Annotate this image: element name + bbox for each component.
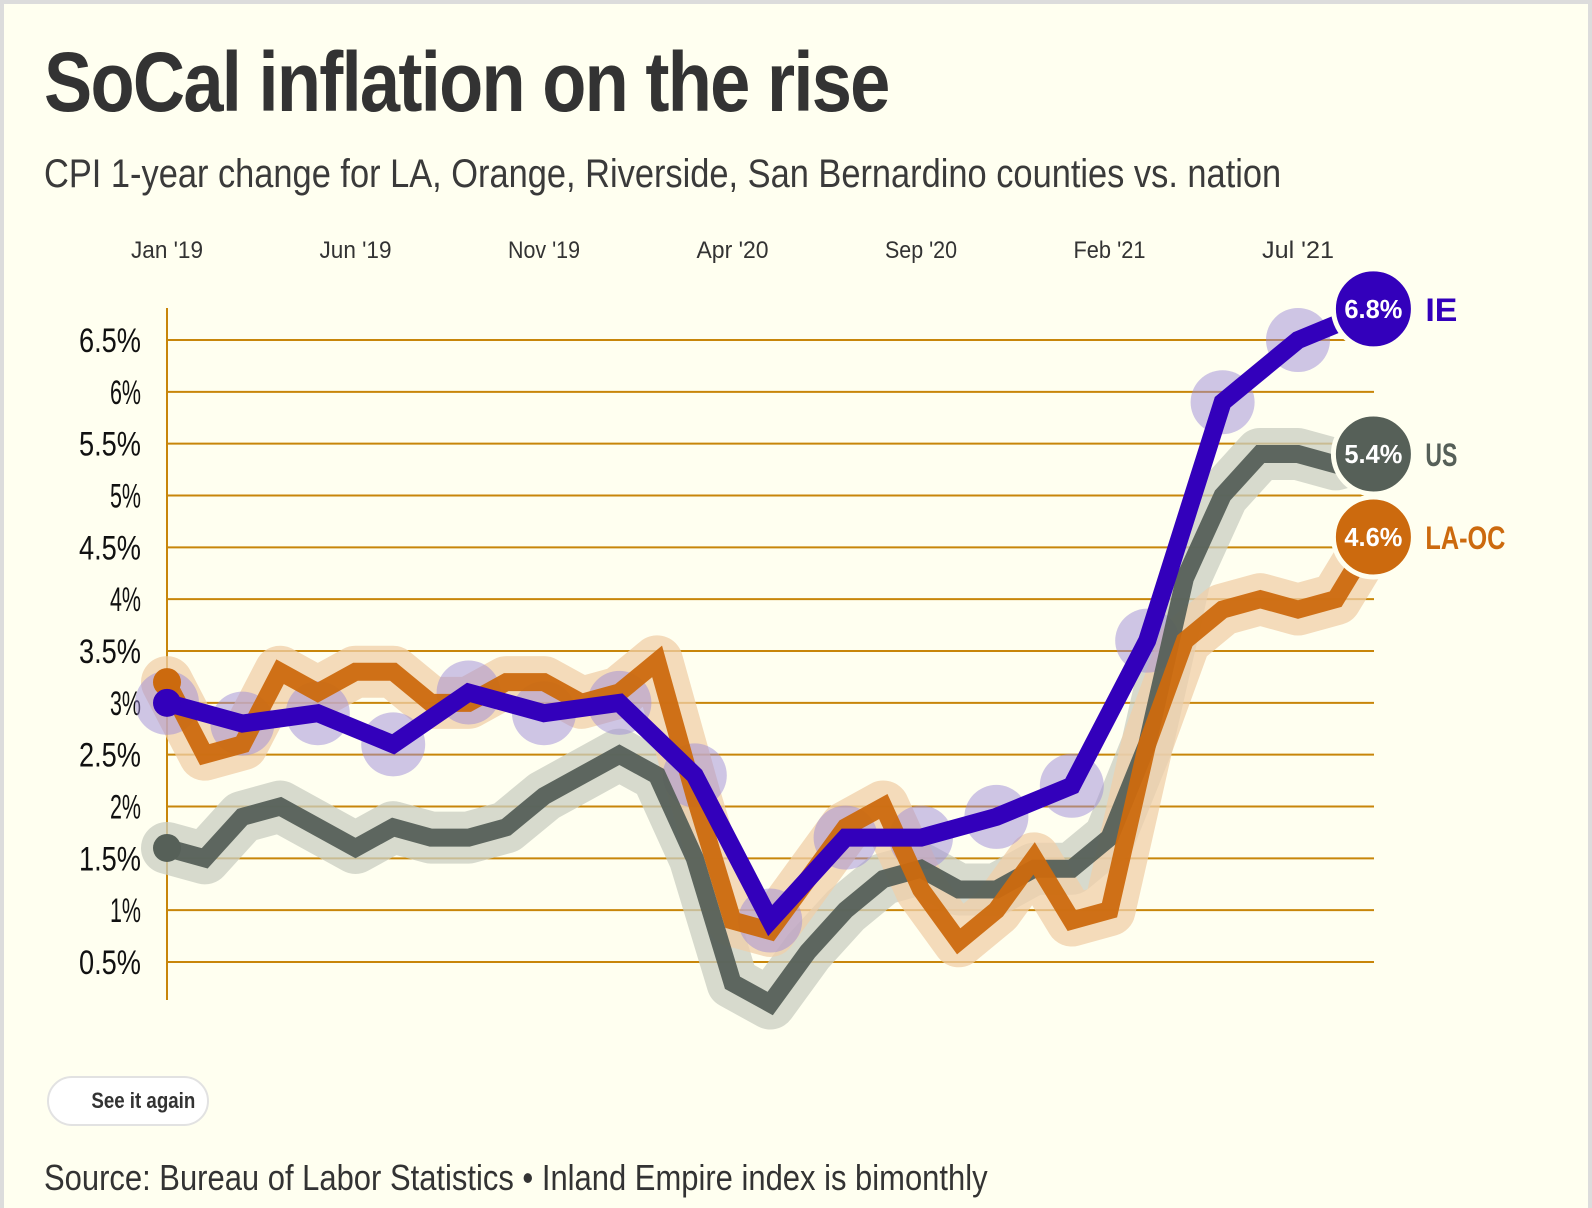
laoc-series-name: LA-OC (1425, 520, 1505, 556)
chart-subtitle: CPI 1-year change for LA, Orange, Rivers… (44, 152, 1282, 196)
ie-end-marker (1330, 266, 1416, 352)
x-tick-label: Feb '21 (1074, 237, 1146, 264)
ie-series-line (164, 300, 1377, 937)
ie-start-point (153, 688, 181, 717)
us-series-line (164, 445, 1376, 1016)
y-tick-label: 1% (110, 892, 141, 930)
laoc-end-marker (1330, 494, 1416, 580)
laoc-start-point (153, 668, 181, 697)
y-tick-label: 6.5% (79, 322, 141, 360)
y-tick-label: 5.5% (79, 426, 141, 464)
series-layer (135, 300, 1400, 1030)
x-axis: Jan '19 Jun '19 Nov '19 Apr '20 Sep '20 Feb '… (131, 237, 1334, 264)
see-it-again-label: See it again (91, 1088, 195, 1113)
us-end-value: 5.4% (1344, 439, 1402, 469)
y-tick-label: 2.5% (79, 737, 141, 775)
y-tick-label: 5% (110, 478, 141, 516)
us-end-marker (1330, 411, 1416, 497)
x-tick-label: Apr '20 (697, 237, 769, 264)
laoc-end-value: 4.6% (1344, 522, 1402, 552)
us-series-name: US (1425, 437, 1457, 473)
ie-end-value: 6.8% (1344, 294, 1402, 324)
y-tick-label: 3.5% (79, 633, 141, 671)
x-tick-label: Jun '19 (320, 237, 392, 264)
x-tick-label: Nov '19 (508, 237, 580, 264)
x-tick-label: Jul '21 (1262, 237, 1334, 264)
y-tick-label: 1.5% (79, 840, 141, 878)
y-tick-label: 2% (110, 789, 141, 827)
us-start-point (153, 833, 181, 862)
y-tick-label: 4% (110, 581, 141, 619)
y-tick-label: 4.5% (79, 529, 141, 567)
chart-title: SoCal inflation on the rise (44, 35, 890, 129)
see-it-again-button[interactable]: See it again (47, 1076, 209, 1126)
end-labels: 5.4% US 4.6% LA-OC 6.8% IE (1330, 266, 1505, 580)
source-note: Source: Bureau of Labor Statistics • Inl… (44, 1157, 988, 1198)
ie-series-name: IE (1425, 292, 1457, 328)
x-tick-label: Sep '20 (885, 237, 957, 264)
x-tick-label: Jan '19 (131, 237, 203, 264)
y-axis: 6.5%6%5.5%5%4.5%4%3.5%3%2.5%2%1.5%1%0.5% (79, 308, 168, 1000)
y-tick-label: 0.5% (79, 944, 141, 982)
y-tick-label: 6% (110, 374, 141, 412)
